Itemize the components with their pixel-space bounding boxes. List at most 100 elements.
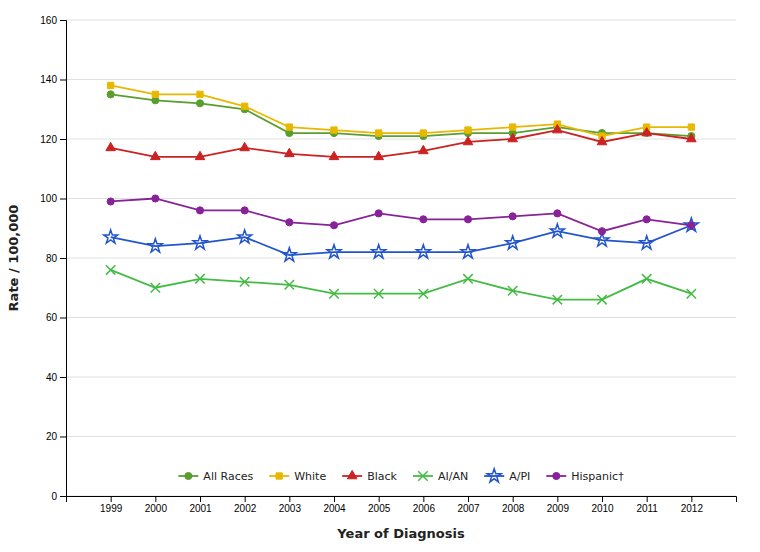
series-point bbox=[329, 151, 339, 159]
legend-symbol bbox=[553, 472, 560, 479]
series-point bbox=[687, 133, 697, 141]
y-tick-mark bbox=[60, 496, 66, 497]
series-point bbox=[419, 145, 429, 153]
series-point bbox=[642, 274, 651, 283]
legend-label: AI/AN bbox=[438, 470, 468, 483]
series-line bbox=[111, 270, 692, 300]
x-tick-mark bbox=[289, 496, 290, 502]
y-tick: 160 bbox=[40, 15, 66, 26]
x-tick: 2012 bbox=[681, 496, 704, 514]
grid-line bbox=[66, 258, 736, 259]
series-point bbox=[420, 130, 426, 136]
series-point bbox=[331, 127, 337, 133]
x-tick-mark bbox=[557, 496, 558, 502]
x-tick: 2005 bbox=[368, 496, 391, 514]
series-point bbox=[461, 245, 475, 258]
series-point bbox=[506, 236, 520, 249]
legend-item: A/PI bbox=[484, 469, 530, 483]
legend-symbol bbox=[487, 469, 501, 482]
x-tick: 2009 bbox=[547, 496, 570, 514]
x-tick-label: 2006 bbox=[413, 503, 436, 514]
x-tick-label: 2008 bbox=[502, 503, 525, 514]
series-point bbox=[106, 142, 116, 150]
series-point bbox=[151, 283, 160, 292]
series-point bbox=[687, 289, 696, 298]
series-point bbox=[240, 277, 249, 286]
y-tick-label: 160 bbox=[40, 15, 57, 26]
series-line bbox=[111, 85, 692, 136]
series-point bbox=[286, 124, 292, 130]
series-point bbox=[465, 127, 471, 133]
x-tick-label: 2002 bbox=[234, 503, 257, 514]
y-tick-mark bbox=[60, 437, 66, 438]
x-tick-label: 2005 bbox=[368, 503, 391, 514]
series-point bbox=[327, 245, 341, 258]
series-point bbox=[376, 130, 382, 136]
series-point bbox=[463, 274, 472, 283]
y-tick: 140 bbox=[40, 74, 66, 85]
x-tick-mark bbox=[691, 496, 692, 502]
x-tick: 2001 bbox=[189, 496, 212, 514]
y-axis: 020406080100120140160 bbox=[40, 15, 66, 502]
x-tick: 2004 bbox=[323, 496, 346, 514]
x-tick: 2008 bbox=[502, 496, 525, 514]
series-point bbox=[285, 148, 295, 156]
grid-line bbox=[66, 139, 736, 140]
series-point bbox=[554, 210, 561, 217]
legend-item: Black bbox=[342, 470, 397, 483]
y-tick: 120 bbox=[40, 134, 66, 145]
x-tick-mark bbox=[513, 496, 514, 502]
x-tick-label: 2000 bbox=[145, 503, 168, 514]
y-tick-label: 40 bbox=[46, 372, 58, 383]
legend-symbol bbox=[185, 472, 192, 479]
plot: 1999200020012002200320042005200620072008… bbox=[40, 15, 736, 514]
series-point bbox=[286, 219, 293, 226]
series-point bbox=[553, 125, 563, 133]
grid-line bbox=[66, 436, 736, 437]
series-point bbox=[108, 82, 114, 88]
x-tick-label: 2012 bbox=[681, 503, 704, 514]
grid-line bbox=[66, 79, 736, 80]
x-tick: 2003 bbox=[279, 496, 302, 514]
legend-item: Hispanic† bbox=[546, 470, 624, 483]
series-point bbox=[416, 245, 430, 258]
series-line bbox=[111, 130, 692, 157]
y-tick: 40 bbox=[46, 372, 66, 383]
legend-symbol bbox=[347, 470, 357, 478]
series-point bbox=[463, 136, 473, 144]
y-tick: 100 bbox=[40, 193, 66, 204]
legend-label: All Races bbox=[203, 470, 253, 483]
y-tick-label: 20 bbox=[46, 431, 58, 442]
legend-label: White bbox=[294, 470, 326, 483]
series-point bbox=[419, 289, 428, 298]
x-tick: 2000 bbox=[145, 496, 168, 514]
x-tick-label: 2011 bbox=[636, 503, 658, 514]
y-axis-line bbox=[60, 21, 67, 497]
series-point bbox=[597, 136, 607, 144]
grid-line bbox=[66, 20, 736, 21]
x-tick-mark bbox=[602, 496, 603, 502]
x-tick-mark bbox=[111, 496, 112, 502]
series-point bbox=[152, 195, 159, 202]
series-point bbox=[597, 295, 606, 304]
series-point bbox=[643, 216, 650, 223]
y-tick-mark bbox=[60, 139, 66, 140]
x-axis-line bbox=[67, 497, 737, 503]
x-axis: 1999200020012002200320042005200620072008… bbox=[67, 496, 737, 514]
legend-symbol bbox=[276, 473, 282, 479]
series-point bbox=[640, 236, 654, 249]
x-tick: 2006 bbox=[413, 496, 436, 514]
series-point bbox=[372, 245, 386, 258]
y-tick: 80 bbox=[46, 253, 66, 264]
series-point bbox=[553, 295, 562, 304]
x-tick-label: 2007 bbox=[457, 503, 480, 514]
x-tick-label: 2009 bbox=[547, 503, 570, 514]
y-tick-label: 60 bbox=[46, 312, 58, 323]
series-group bbox=[104, 82, 699, 304]
series-point bbox=[196, 207, 203, 214]
y-tick-mark bbox=[60, 377, 66, 378]
series-point bbox=[509, 213, 516, 220]
series-point bbox=[642, 128, 652, 136]
y-tick: 60 bbox=[46, 312, 66, 323]
x-tick: 2011 bbox=[636, 496, 658, 514]
